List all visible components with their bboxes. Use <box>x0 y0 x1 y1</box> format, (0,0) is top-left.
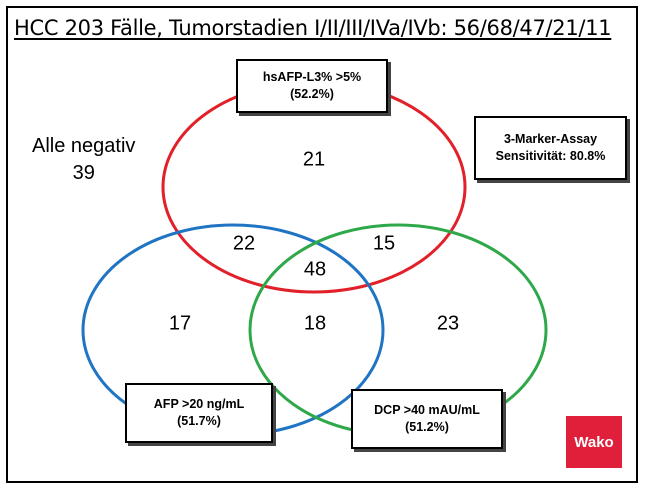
hsafp-label-box: hsAFP-L3% >5% (52.2%) <box>236 59 388 113</box>
assay-box: 3-Marker-Assay Sensitivität: 80.8% <box>474 116 627 180</box>
dcp-label-box: DCP >40 mAU/mL (51.2%) <box>351 389 503 449</box>
region-all-three: 48 <box>303 258 327 281</box>
region-afp-only: 17 <box>168 312 192 335</box>
region-dcp-only: 23 <box>436 312 460 335</box>
assay-sensitivity: Sensitivität: 80.8% <box>495 149 606 163</box>
region-afp-dcp: 18 <box>303 312 327 335</box>
region-hsafp-only: 21 <box>302 148 326 171</box>
slide-title: HCC 203 Fälle, Tumorstadien I/II/III/IVa… <box>14 16 612 40</box>
dcp-name: DCP >40 mAU/mL <box>374 403 480 417</box>
hsafp-pct: (52.2%) <box>290 87 334 101</box>
all-negative-value: 39 <box>72 162 95 184</box>
dcp-pct: (51.2%) <box>405 420 449 434</box>
afp-label-box: AFP >20 ng/mL (51.7%) <box>125 383 273 443</box>
all-negative-label: Alle negativ <box>32 135 136 157</box>
afp-pct: (51.7%) <box>177 414 221 428</box>
hsafp-name: hsAFP-L3% >5% <box>262 70 362 84</box>
wako-logo: Wako <box>566 416 622 468</box>
all-negative: Alle negativ 39 <box>32 133 135 187</box>
assay-title: 3-Marker-Assay <box>503 132 598 146</box>
region-hsafp-dcp: 15 <box>372 232 396 255</box>
afp-name: AFP >20 ng/mL <box>153 397 245 411</box>
region-afp-hsafp: 22 <box>232 232 256 255</box>
